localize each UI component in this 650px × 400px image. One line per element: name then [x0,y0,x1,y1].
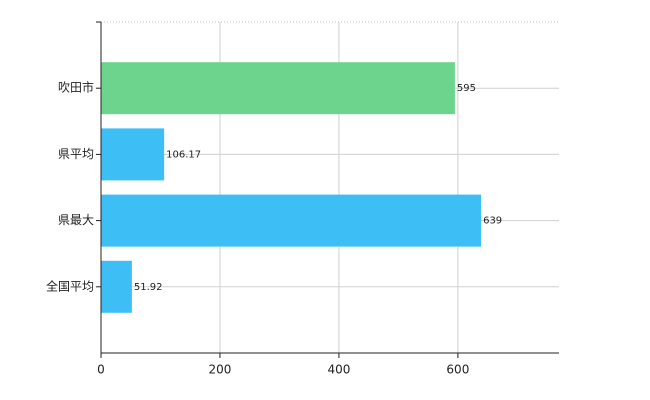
x-tick-label: 200 [209,363,232,377]
y-tick-label: 県最大 [58,213,94,227]
bar [101,62,455,115]
y-tick-label: 全国平均 [46,278,94,293]
bar [101,194,482,247]
value-label: 639 [483,216,502,227]
value-label: 51.92 [134,282,163,293]
x-tick-label: 400 [327,363,350,377]
value-label: 595 [457,83,476,94]
bar [101,260,132,313]
y-tick-label: 吹田市 [58,80,94,95]
x-tick-label: 600 [446,363,469,377]
x-tick-label: 0 [97,363,105,377]
value-label: 106.17 [166,149,201,160]
bar [101,128,165,181]
y-tick-label: 県平均 [58,147,94,161]
